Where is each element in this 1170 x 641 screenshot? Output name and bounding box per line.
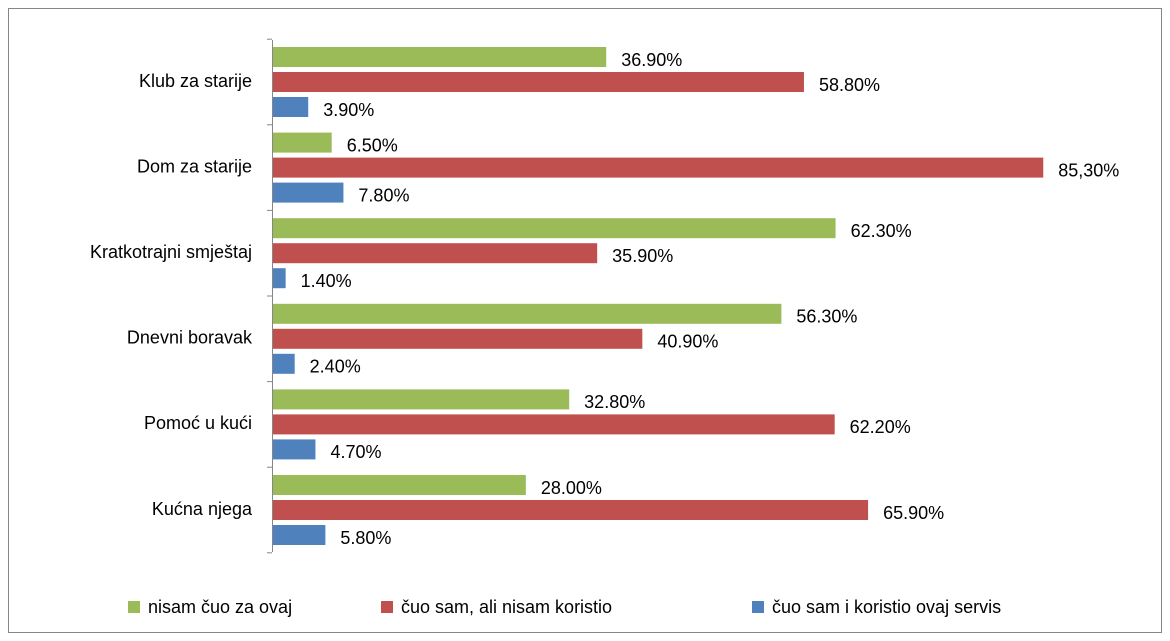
bar [273,218,836,239]
legend-swatch [381,601,393,613]
bar [273,389,570,410]
bar [273,268,286,289]
bar [273,97,309,117]
value-label: 58.80% [819,75,880,95]
bar [273,157,1044,178]
category-label: Pomoć u kući [144,413,252,433]
bar [273,500,869,520]
bar [273,328,643,349]
value-label: 36.90% [621,50,682,70]
value-label: 6.50% [347,135,398,155]
bar [273,243,598,264]
value-label: 62.20% [850,417,911,437]
value-label: 5.80% [340,528,391,548]
bar [273,525,326,545]
value-label: 56.30% [796,307,857,327]
value-label: 7.80% [358,185,409,205]
category-label: Kratkotrajni smještaj [90,242,252,262]
legend-label: čuo sam i koristio ovaj servis [772,597,1001,617]
value-label: 32.80% [584,392,645,412]
bar [273,72,804,92]
value-label: 85,30% [1058,160,1119,180]
bar [273,182,344,203]
bar [273,132,332,153]
value-label: 35.90% [612,246,673,266]
value-label: 40.90% [657,332,718,352]
bar [273,353,295,374]
legend-swatch [128,601,140,613]
bar [273,414,835,435]
legend-label: čuo sam, ali nisam koristio [401,597,612,617]
legend-swatch [752,601,764,613]
value-label: 62.30% [851,221,912,241]
legend-label: nisam čuo za ovaj [148,597,292,617]
category-label: Dnevni boravak [127,328,253,348]
category-label: Kućna njega [152,499,253,519]
bar [273,303,782,324]
category-label: Dom za starije [137,156,252,176]
bar [273,475,526,495]
bar [273,47,607,67]
value-label: 3.90% [323,100,374,120]
value-label: 65.90% [883,503,944,523]
value-label: 4.70% [330,442,381,462]
bar [273,439,316,460]
value-label: 28.00% [541,478,602,498]
value-label: 1.40% [301,271,352,291]
value-label: 2.40% [310,357,361,377]
category-label: Klub za starije [139,71,252,91]
